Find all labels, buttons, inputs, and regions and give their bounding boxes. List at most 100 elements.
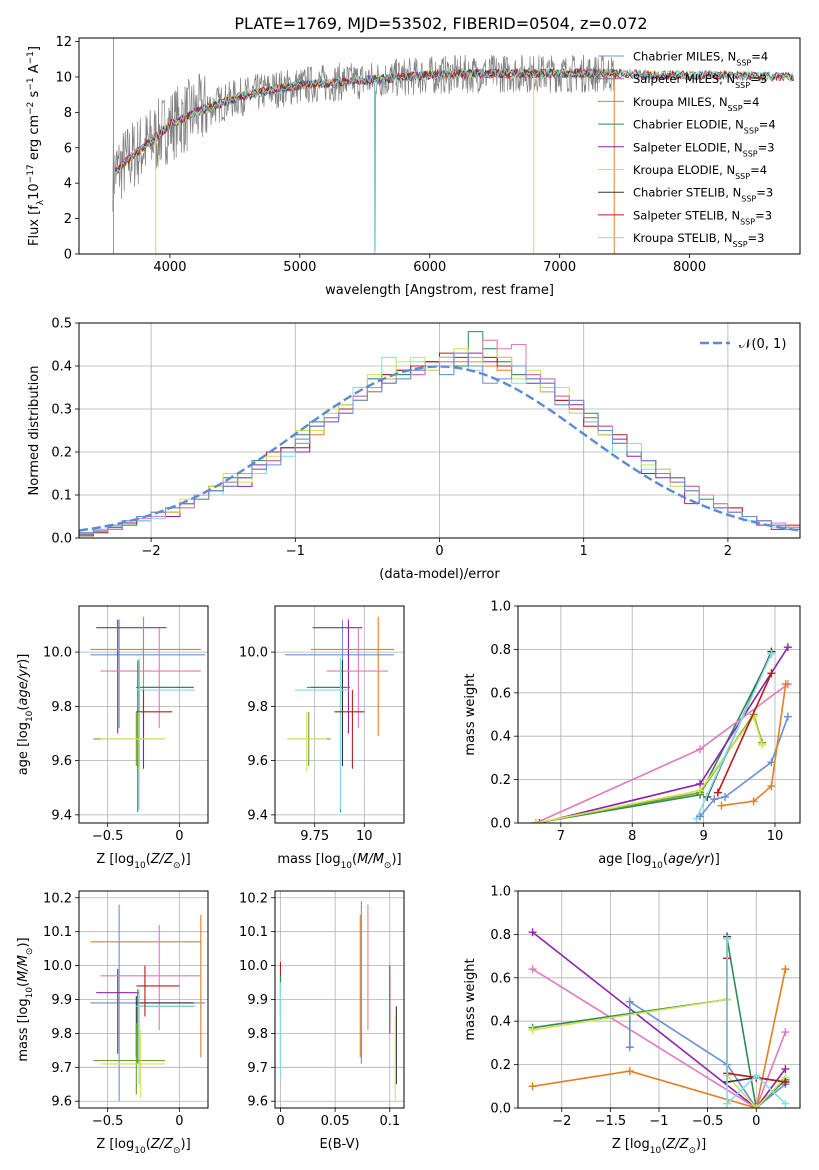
label-part: −2 [26,102,36,115]
legend-suffix: =3 [755,208,772,222]
x-tick-label: −0.5 [692,1114,724,1129]
weight-series [539,646,789,823]
x-tick-label: 0 [175,829,183,844]
legend-text: Salpeter MILES, N [633,72,735,86]
legend-sub: SSP [728,103,743,112]
y-tick-label: 4 [64,177,72,192]
age-vs-metallicity-plot: −0.5 09.49.69.810.0Z [log10(Z/Z⊙)]age [lo… [16,605,209,871]
weight-marker [528,1025,537,1034]
x-tick-label: −1 [286,544,305,559]
y-tick-label: 0 [64,248,72,263]
x-tick-label: 1 [580,544,588,559]
label-part: ⊙ [25,948,35,956]
y-tick-label: 0.4 [51,360,72,375]
x-tick-label: 10 [356,829,373,844]
weight-series [532,931,787,1108]
histogram-steps [79,331,800,538]
weight-marker [767,649,776,658]
axes-frame [274,605,405,824]
x-tick-label: 8000 [673,260,706,275]
label-part: Z [log [96,1137,134,1152]
legend-entry: Kroupa ELODIE, NSSP=4 [633,163,767,181]
error-bars [90,616,206,813]
legend-text: Salpeter STELIB, N [633,208,740,222]
y-tick-label: 12 [55,35,72,50]
y-tick-label: 10.1 [239,925,268,940]
weight-marker [783,643,792,652]
label-part: ⊙ [173,1146,181,1156]
label-part: age [log [598,852,651,867]
y-tick-label: 10.1 [43,925,72,940]
y-tick-label: 0.8 [490,643,511,658]
axes-frame [517,605,801,824]
label-part: E(B-V) [319,1137,359,1152]
weight-marker [625,1067,634,1076]
weight-marker [696,812,705,821]
label-part: erg cm [27,115,42,164]
axes-frame [78,605,209,824]
x-tick-label: 5000 [283,260,316,275]
ylabel-label: Normed distribution [27,366,42,496]
y-tick-label: 9.7 [51,1061,72,1076]
weight-marker [528,965,537,974]
label-part: ⊙ [173,861,181,871]
y-tick-label: 0.0 [490,817,511,832]
legend-sub: SSP [733,240,748,249]
legend-sub: SSP [740,217,755,226]
xlabel-label: (data-model)/error [379,567,500,582]
legend-text: Salpeter ELODIE, N [633,140,743,154]
label-part: −1 [26,77,36,90]
label-part: s [27,90,42,101]
y-tick-label: 9.8 [51,1027,72,1042]
weight-marker [781,1064,790,1073]
label-part: )] [16,937,31,947]
label-part: ( [352,852,357,867]
label-part: M/M [16,955,31,982]
x-tick-label: −0.5 [92,1114,124,1129]
legend-suffix: =4 [759,118,776,132]
weight-marker [721,792,730,801]
x-tick-label: 0 [752,1114,760,1129]
label-part: )] [181,852,191,867]
x-tick-label: 9 [699,829,707,844]
weight-marker [535,819,544,823]
mass-vs-metallicity-plot: −0.5 09.69.79.89.910.010.110.2Z [log10(Z/… [16,890,209,1156]
residual-histogram-plot: −2 −1 0 1 2 0.0 0.1 0.2 0.3 0.4 0.5 𝒩(0, 1) (data-mo… [27,317,801,582]
legend-text: Chabrier MILES, N [633,50,736,64]
weight-marker [528,928,537,937]
y-tick-label: 10.0 [43,646,72,661]
x-tick-label: 4000 [153,260,186,275]
y-tick-label: 0.6 [490,971,511,986]
xlabel-label: Z [log10(Z/Z⊙)] [612,1137,706,1156]
y-tick-label: 9.6 [247,1095,268,1110]
x-tick-label: −2 [142,544,161,559]
label-part: age [log [16,722,31,775]
label-part: 10 [651,861,663,871]
x-tick-label: 0 [435,544,443,559]
xlabel-label: wavelength [Angstrom, rest frame] [325,283,554,298]
weight-marker [625,1043,634,1052]
legend-entry: Salpeter STELIB, NSSP=3 [633,208,772,226]
ylabel-label: mass [log10(M/M⊙)] [16,937,35,1061]
y-tick-label: 10.0 [239,959,268,974]
y-tick-label: 0.8 [490,928,511,943]
weight-series [695,653,773,820]
weight-marker [767,782,776,791]
weight-series [532,968,787,1108]
y-tick-label: 9.4 [247,808,268,823]
axes-frame [78,890,209,1109]
weight-marker [758,740,767,749]
label-part: )] [16,654,31,664]
x-tick-label: 0 [276,1114,284,1129]
x-tick-label: 6000 [413,260,446,275]
weight-marker [781,965,790,974]
gaussian-curve [79,365,800,532]
y-tick-label: 0.6 [490,686,511,701]
y-tick-label: 9.6 [51,1095,72,1110]
label-part: −17 [26,164,36,183]
legend-text: Kroupa MILES, N [633,95,728,109]
y-tick-label: 10.2 [43,891,72,906]
x-tick-label: 7000 [543,260,576,275]
mass-vs-extinction-plot: 0 0.05 0.1 9.6 9.7 9.8 9.9 10.0 10.1 10.2 E(B-V) [239,890,405,1152]
